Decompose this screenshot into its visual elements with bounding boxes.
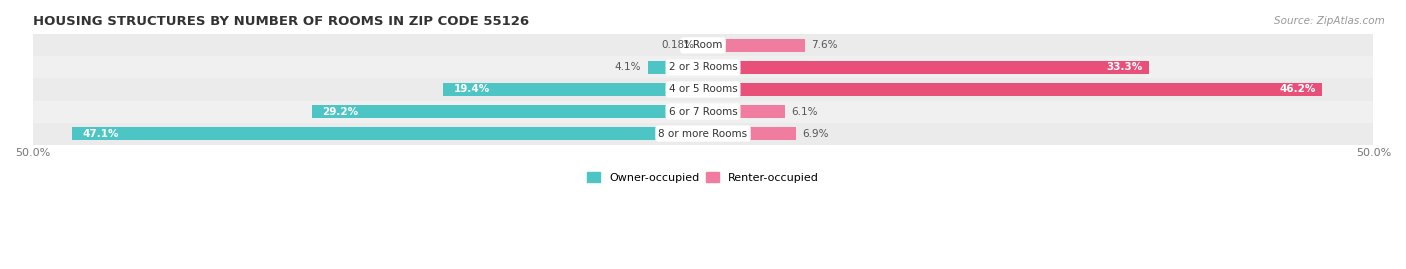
Text: 6.1%: 6.1%: [792, 107, 818, 116]
Bar: [648, 61, 703, 73]
Bar: [32, 101, 1374, 123]
Bar: [703, 39, 804, 51]
Text: 46.2%: 46.2%: [1279, 84, 1316, 94]
Bar: [72, 128, 703, 140]
Text: 2 or 3 Rooms: 2 or 3 Rooms: [669, 62, 737, 72]
Text: HOUSING STRUCTURES BY NUMBER OF ROOMS IN ZIP CODE 55126: HOUSING STRUCTURES BY NUMBER OF ROOMS IN…: [32, 15, 529, 28]
Bar: [703, 61, 1150, 73]
Text: Source: ZipAtlas.com: Source: ZipAtlas.com: [1274, 16, 1385, 26]
Bar: [312, 105, 703, 118]
Text: 4.1%: 4.1%: [614, 62, 641, 72]
Bar: [32, 34, 1374, 56]
Text: 33.3%: 33.3%: [1107, 62, 1143, 72]
Text: 4 or 5 Rooms: 4 or 5 Rooms: [669, 84, 737, 94]
Bar: [703, 83, 1323, 95]
Text: 7.6%: 7.6%: [811, 40, 838, 51]
Bar: [700, 39, 703, 51]
Legend: Owner-occupied, Renter-occupied: Owner-occupied, Renter-occupied: [582, 168, 824, 187]
Bar: [32, 56, 1374, 79]
Text: 6 or 7 Rooms: 6 or 7 Rooms: [669, 107, 737, 116]
Text: 29.2%: 29.2%: [322, 107, 359, 116]
Text: 0.18%: 0.18%: [661, 40, 695, 51]
Bar: [32, 79, 1374, 101]
Bar: [703, 105, 785, 118]
Text: 1 Room: 1 Room: [683, 40, 723, 51]
Bar: [443, 83, 703, 95]
Text: 19.4%: 19.4%: [454, 84, 489, 94]
Text: 47.1%: 47.1%: [82, 129, 118, 139]
Bar: [703, 128, 796, 140]
Text: 8 or more Rooms: 8 or more Rooms: [658, 129, 748, 139]
Bar: [32, 123, 1374, 144]
Text: 6.9%: 6.9%: [803, 129, 828, 139]
